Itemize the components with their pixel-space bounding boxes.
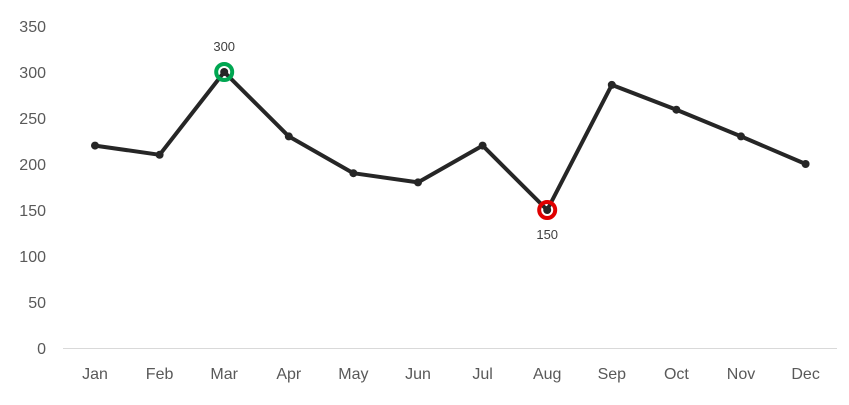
data-point-may: [349, 169, 358, 178]
data-point-mar: [220, 68, 229, 76]
data-point-jan: [91, 141, 99, 150]
highlight-markers: 300 150: [213, 39, 558, 242]
series-line: [93, 70, 808, 212]
x-tick-label: Jun: [405, 366, 431, 383]
data-point-dec: [801, 160, 810, 168]
y-tick-label: 50: [28, 295, 46, 312]
x-axis-tick-labels: Jan Feb Mar Apr May Jun Jul Aug Sep Oct Nov Dec: [82, 366, 820, 383]
data-point-sep: [607, 80, 616, 89]
x-tick-label: Mar: [210, 366, 238, 383]
x-tick-label: Jan: [82, 366, 108, 383]
x-tick-label: Jul: [472, 366, 492, 383]
x-tick-label: Sep: [598, 366, 627, 383]
series-markers: [91, 68, 810, 214]
max-data-label: 300: [213, 39, 235, 54]
y-tick-label: 100: [19, 249, 46, 266]
data-point-feb: [155, 150, 164, 159]
max-point-ring: [214, 62, 235, 82]
data-point-jul: [478, 141, 487, 150]
y-axis-tick-labels: 0 50 100 150 200 250 300 350: [19, 19, 46, 358]
x-tick-label: Apr: [276, 366, 302, 383]
x-tick-label: Aug: [533, 366, 561, 383]
data-point-oct: [672, 105, 681, 114]
x-tick-label: Feb: [146, 366, 174, 383]
y-tick-label: 300: [19, 65, 46, 82]
data-point-jun: [414, 178, 422, 187]
y-tick-label: 350: [19, 19, 46, 36]
min-data-label: 150: [536, 227, 558, 242]
min-point-ring: [537, 200, 558, 220]
y-tick-label: 150: [19, 203, 46, 220]
y-tick-label: 200: [19, 157, 46, 174]
y-tick-label: 250: [19, 111, 46, 128]
y-tick-label: 0: [37, 341, 46, 358]
x-tick-label: Oct: [664, 366, 689, 383]
x-tick-label: Dec: [791, 366, 819, 383]
x-tick-label: May: [338, 366, 368, 383]
data-point-nov: [737, 132, 745, 141]
data-point-aug: [543, 206, 552, 214]
data-point-apr: [284, 132, 293, 141]
x-tick-label: Nov: [727, 366, 755, 383]
